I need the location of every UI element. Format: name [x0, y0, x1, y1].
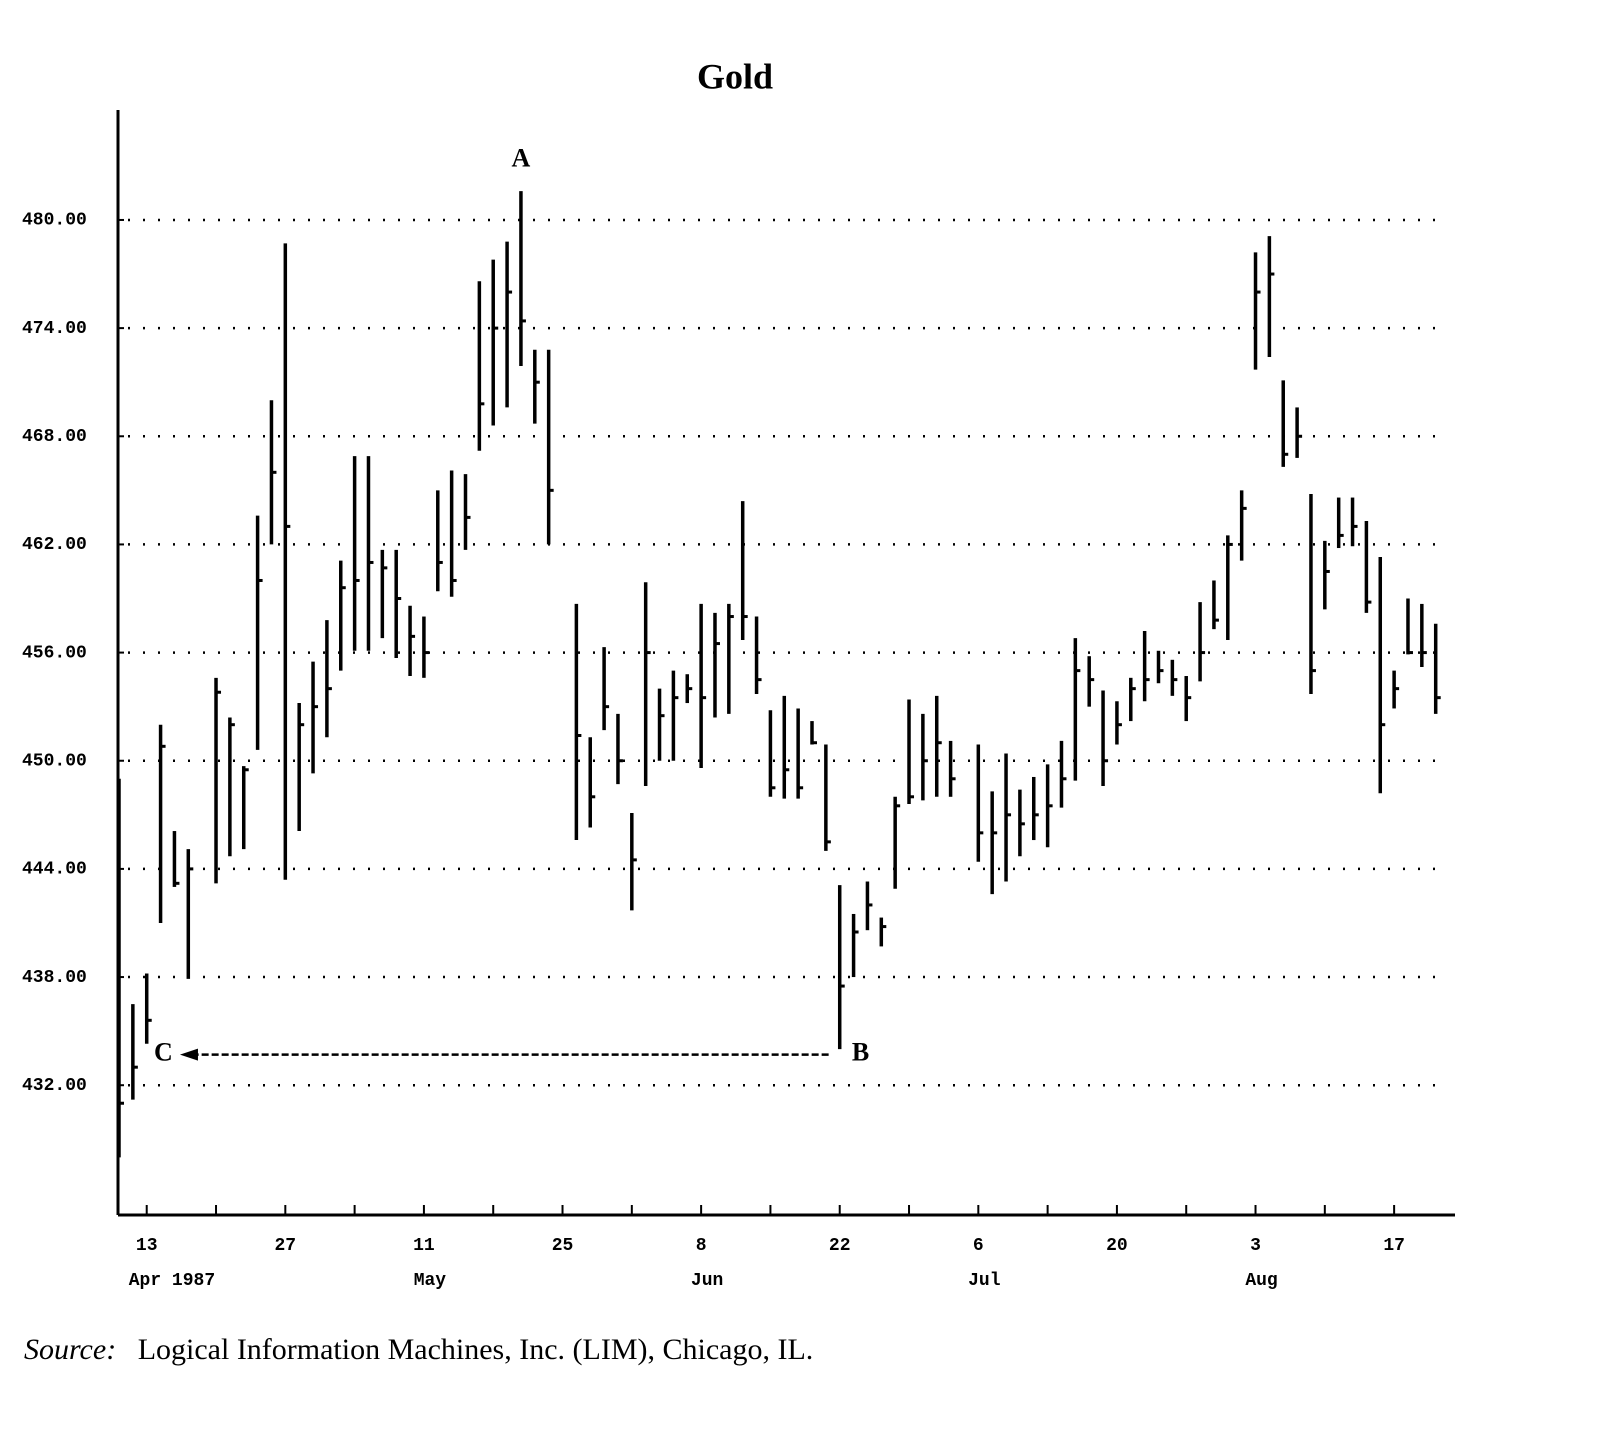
x-tick-label: 3 — [1250, 1236, 1261, 1256]
month-label: Aug — [1245, 1271, 1277, 1291]
annotation: A — [512, 143, 531, 172]
y-tick-label: 462.00 — [22, 535, 87, 555]
x-tick-label: 25 — [552, 1236, 574, 1256]
month-label: May — [414, 1271, 447, 1291]
y-tick-label: 474.00 — [22, 319, 87, 339]
annotation: B — [852, 1038, 869, 1067]
y-tick-label: 480.00 — [22, 211, 87, 231]
arrow-head — [179, 1048, 198, 1061]
x-tick-label: 6 — [973, 1236, 984, 1256]
x-tick-label: 20 — [1106, 1236, 1128, 1256]
y-tick-label: 444.00 — [22, 860, 87, 880]
source-note: Source: Logical Information Machines, In… — [24, 1333, 813, 1366]
x-tick-label: 27 — [275, 1236, 297, 1256]
month-label: Apr 1987 — [129, 1271, 215, 1291]
month-label: Jun — [691, 1271, 723, 1291]
y-tick-label: 438.00 — [22, 968, 87, 988]
x-tick-label: 13 — [136, 1236, 158, 1256]
source-text: Logical Information Machines, Inc. (LIM)… — [138, 1333, 814, 1366]
y-tick-label: 450.00 — [22, 751, 87, 771]
source-label: Source: — [24, 1333, 116, 1366]
x-tick-label: 22 — [829, 1236, 851, 1256]
y-tick-label: 456.00 — [22, 643, 87, 663]
chart-title: Gold — [697, 56, 773, 96]
x-tick-label: 11 — [413, 1236, 435, 1256]
x-tick-label: 17 — [1383, 1236, 1405, 1256]
y-tick-label: 432.00 — [22, 1076, 87, 1096]
month-label: Jul — [968, 1271, 1001, 1291]
x-tick-label: 8 — [696, 1236, 707, 1256]
y-tick-label: 468.00 — [22, 427, 87, 447]
annotation: C — [154, 1038, 173, 1067]
